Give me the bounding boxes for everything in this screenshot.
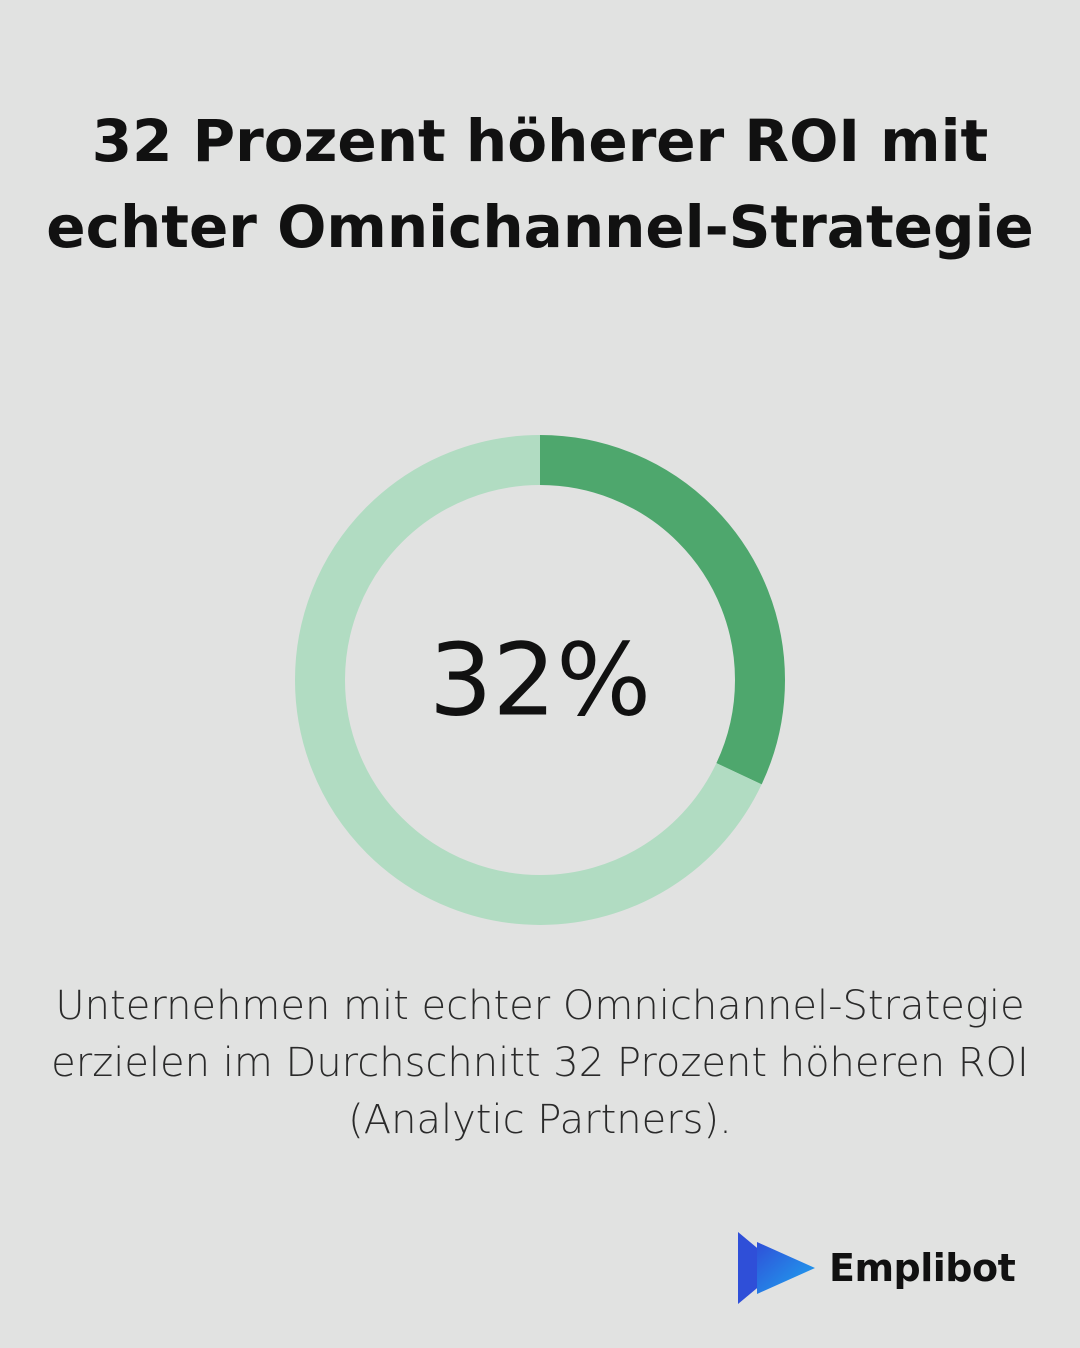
donut-segment-remainder <box>295 435 785 925</box>
brand-logo: Emplibot <box>735 1232 1016 1304</box>
center-value-label: 32% <box>429 622 651 739</box>
donut-segments <box>295 435 785 925</box>
donut-chart-svg: 32% <box>295 435 785 925</box>
logo-front-arrow <box>757 1242 815 1294</box>
play-arrows-logo-icon <box>738 1232 815 1304</box>
donut-chart: 32% <box>295 435 785 925</box>
brand-name: Emplibot <box>829 1246 1016 1290</box>
description-text: Unternehmen mit echter Omnichannel-Strat… <box>51 983 1029 1143</box>
page-title: 32 Prozent höherer ROI mit echter Omnich… <box>46 107 1034 261</box>
